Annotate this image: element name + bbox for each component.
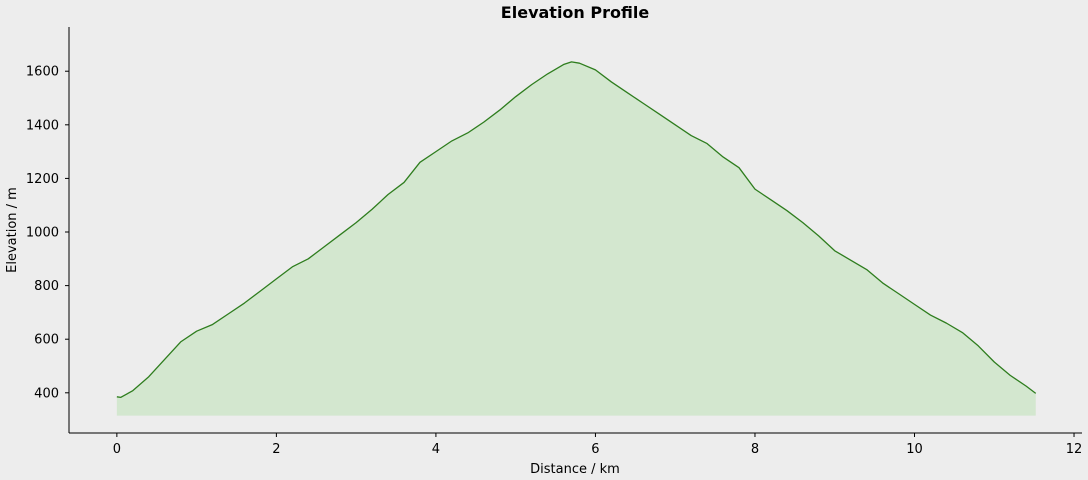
- y-tick-label: 600: [34, 333, 59, 348]
- y-axis-label: Elevation / m: [5, 187, 20, 273]
- x-tick-label: 10: [906, 442, 923, 457]
- x-tick-label: 2: [272, 442, 280, 457]
- elevation-area-fill: [116, 61, 1036, 416]
- axes: 0 2 4 6 8 10 12 400 600 800 1000 1200 1400 1600: [26, 27, 1082, 457]
- y-tick-label: 1400: [26, 118, 59, 133]
- y-tick-label: 1600: [26, 65, 59, 80]
- x-tick-label: 6: [591, 442, 599, 457]
- y-tick-label: 1000: [26, 226, 59, 241]
- x-tick-label: 8: [751, 442, 759, 457]
- plot-area: [116, 61, 1037, 416]
- elevation-line: [116, 61, 1037, 399]
- x-tick-label: 4: [432, 442, 440, 457]
- y-tick-label: 400: [34, 386, 59, 401]
- x-tick-label: 0: [113, 442, 121, 457]
- y-tick-label: 800: [34, 279, 59, 294]
- x-tick-label: 12: [1066, 442, 1083, 457]
- y-tick-label: 1200: [26, 172, 59, 187]
- chart-title: Elevation Profile: [501, 3, 650, 22]
- x-axis-label: Distance / km: [530, 462, 620, 477]
